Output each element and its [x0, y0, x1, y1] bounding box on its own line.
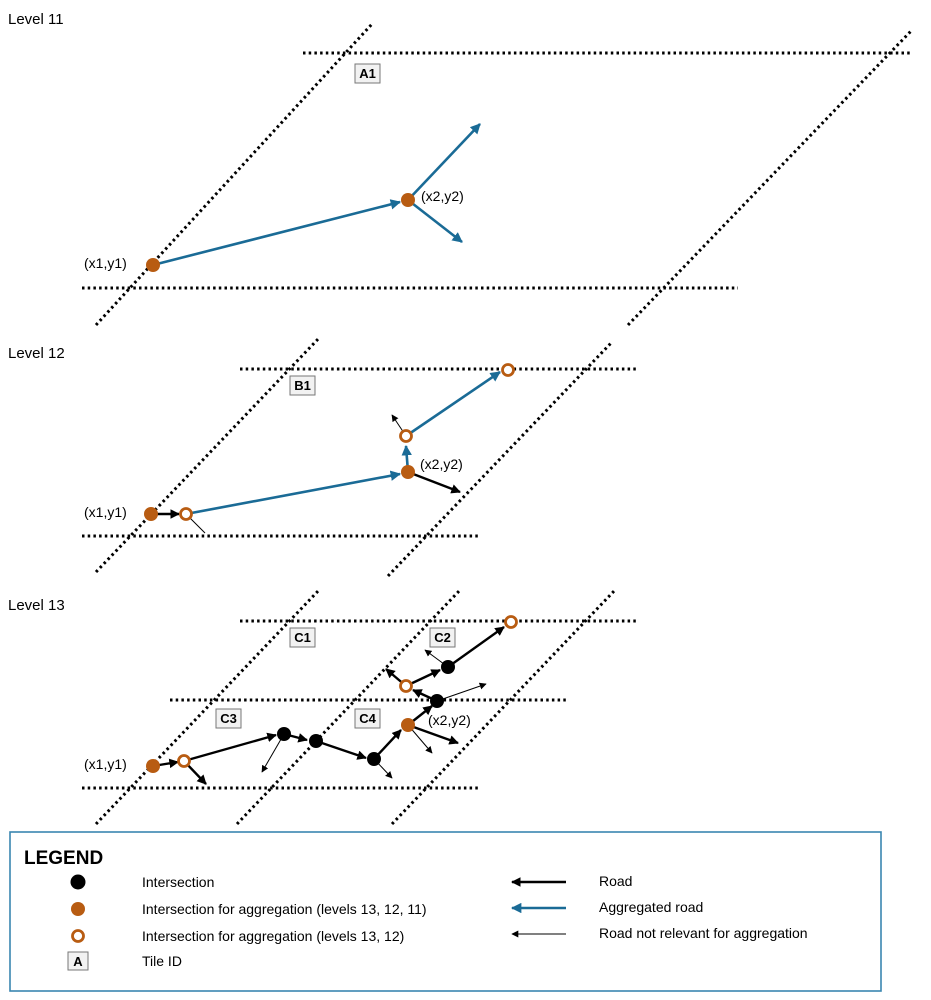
tile-id-badge: C4: [354, 708, 381, 729]
end-coordinate: (x2,y2): [421, 188, 464, 204]
svg-text:C2: C2: [434, 630, 451, 645]
aggregation-intersection-open: [399, 429, 413, 443]
irrelevant-road: [261, 733, 285, 773]
level-label: Level 12: [8, 345, 65, 362]
intersection: [277, 727, 291, 741]
legend-box: [9, 831, 882, 992]
tile-id-badge: C1: [289, 627, 316, 648]
irrelevant-road: [436, 682, 487, 702]
tile-id-badge: A1: [354, 63, 381, 84]
svg-text:C1: C1: [294, 630, 311, 645]
aggregation-intersection-open: [399, 679, 413, 693]
intersection-legend-symbol: [70, 874, 86, 890]
svg-text:A: A: [73, 954, 83, 969]
svg-text:B1: B1: [294, 378, 311, 393]
tile-id-badge: C2: [429, 627, 456, 648]
legend-label: Road: [599, 873, 632, 889]
legend-label: Aggregated road: [599, 899, 703, 915]
level-label: Level 13: [8, 597, 65, 614]
legend-label: Tile ID: [142, 953, 182, 969]
aggregation-intersection: [146, 258, 160, 272]
level-11: Level 11 A1 (x1,y1) (x2,y2): [8, 11, 914, 327]
legend-label: Road not relevant for aggregation: [599, 925, 808, 941]
aggregation-intersection: [146, 759, 160, 773]
intersection: [430, 694, 444, 708]
road: [407, 723, 459, 745]
aggregated-road: [152, 199, 402, 267]
intersection: [441, 660, 455, 674]
start-coordinate: (x1,y1): [84, 504, 127, 520]
legend-label: Intersection for aggregation (levels 13,…: [142, 901, 427, 917]
aggregation-intersection-open: [179, 507, 193, 521]
aggregation-intersection-open: [501, 363, 515, 377]
aggregation-intersection: [401, 193, 415, 207]
level-label: Level 11: [8, 11, 64, 28]
aggregation-intersection-open: [177, 754, 191, 768]
legend-title: LEGEND: [24, 848, 103, 869]
road: [447, 626, 505, 668]
aggregation-intersection: [401, 465, 415, 479]
aggregated-road: [185, 470, 402, 516]
end-coordinate: (x2,y2): [420, 456, 463, 472]
road: [407, 470, 461, 494]
level-12: Level 12 B1 (x1,y1) (x2,y2): [8, 335, 636, 578]
intersection: [309, 734, 323, 748]
aggregated-road: [407, 198, 463, 244]
svg-text:C3: C3: [220, 711, 237, 726]
tile-grid-lines: [82, 22, 914, 327]
intersection: [367, 752, 381, 766]
aggregated-road: [405, 370, 501, 438]
aggregation-intersection: [144, 507, 158, 521]
legend: LEGEND Intersection Intersection for agg…: [9, 831, 882, 992]
legend-label: Intersection for aggregation (levels 13,…: [142, 928, 404, 944]
tile-id-badge: B1: [289, 375, 316, 396]
aggregation-legend-symbol: [71, 902, 85, 916]
road: [315, 739, 367, 760]
start-coordinate: (x1,y1): [84, 255, 127, 271]
tile-grid-lines: [82, 335, 636, 578]
svg-text:C4: C4: [359, 711, 376, 726]
aggregation-intersection-open: [504, 615, 518, 629]
aggregation-intersection: [401, 718, 415, 732]
level-13: Level 13 C1 C2 C3 C4: [8, 587, 636, 826]
tile-grid-lines: [82, 587, 636, 826]
svg-text:A1: A1: [359, 66, 376, 81]
tile-id-badge: C3: [215, 708, 242, 729]
aggregated-road: [407, 123, 481, 201]
legend-label: Intersection: [142, 874, 214, 890]
open-aggregation-legend-symbol: [71, 929, 85, 943]
end-coordinate: (x2,y2): [428, 712, 471, 728]
road: [183, 732, 277, 763]
start-coordinate: (x1,y1): [84, 756, 127, 772]
tile-id-legend-symbol: A: [67, 951, 89, 971]
